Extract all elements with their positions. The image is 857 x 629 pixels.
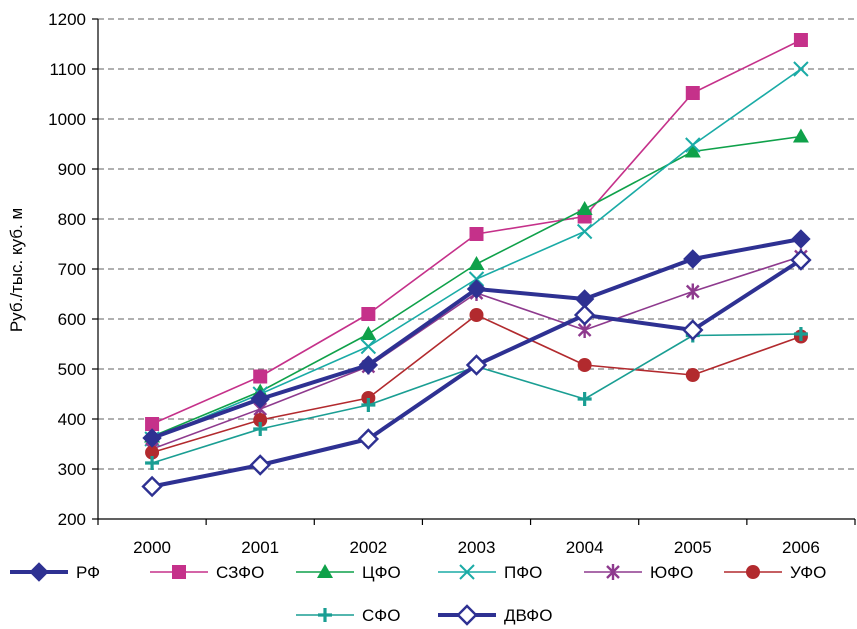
x-tick-label: 2005 [674, 538, 712, 557]
data-point [360, 338, 377, 355]
legend: РФ СЗФО ЦФО ПФО ЮФО УФО СФО ДВФО [10, 562, 826, 626]
data-point [145, 445, 160, 460]
y-tick-label: 700 [58, 260, 86, 279]
data-point [29, 562, 49, 582]
data-point [361, 398, 376, 412]
legend-item: ЮФО [584, 563, 693, 582]
data-point [793, 33, 808, 47]
data-point [357, 428, 380, 450]
data-point [573, 304, 596, 326]
data-point [683, 249, 703, 269]
data-point [606, 564, 620, 580]
y-tick-label: 500 [58, 360, 86, 379]
legend-label: ПФО [504, 563, 542, 582]
data-point [685, 137, 701, 153]
y-tick-labels: 200 300 400 500 600 700 800 900 1000 1100 1200 [48, 10, 86, 529]
data-point [791, 229, 811, 249]
data-point [685, 368, 700, 382]
data-point [468, 271, 485, 287]
data-point [792, 128, 809, 143]
data-point [360, 326, 377, 340]
x-tick-label: 2002 [349, 538, 387, 557]
x-tick-label: 2001 [241, 538, 279, 557]
legend-item: СФО [296, 606, 400, 625]
x-tick-label: 2000 [133, 538, 171, 557]
data-point [250, 389, 270, 409]
legend-item: ПФО [438, 563, 542, 582]
data-point [746, 565, 760, 579]
y-tick-label: 1100 [49, 60, 86, 79]
legend-label: СЗФО [216, 563, 264, 582]
data-point [468, 256, 485, 270]
legend-label: СФО [362, 606, 400, 625]
legend-label: ДВФО [504, 606, 552, 625]
legend-item: РФ [10, 562, 100, 582]
data-point [577, 392, 592, 406]
grid-lines [98, 18, 855, 470]
data-point [142, 428, 162, 448]
data-point [469, 308, 484, 322]
y-axis-label: Руб./тыс. куб. м [7, 208, 26, 332]
legend-label: РФ [76, 563, 100, 582]
data-point [456, 604, 478, 626]
legend-label: ЮФО [650, 563, 693, 582]
data-point [172, 565, 186, 579]
data-point [793, 327, 808, 341]
x-tick-label: 2003 [458, 538, 496, 557]
data-point [790, 249, 812, 271]
axes [92, 18, 856, 525]
data-point [249, 454, 271, 476]
x-tick-label: 2006 [782, 538, 820, 557]
y-tick-label: 200 [58, 510, 86, 529]
data-point [793, 61, 809, 77]
data-point [253, 422, 268, 436]
series-1 [142, 229, 811, 448]
data-point [684, 143, 701, 158]
data-point [469, 227, 484, 241]
x-tick-labels: 2000 2001 2002 2003 2004 2005 2006 [133, 538, 820, 557]
data-point [253, 369, 268, 384]
y-tick-label: 800 [58, 210, 86, 229]
y-tick-label: 300 [58, 460, 86, 479]
data-point [317, 564, 333, 578]
legend-item: ЦФО [296, 563, 401, 582]
legend-item: УФО [724, 563, 826, 582]
legend-label: ЦФО [362, 563, 401, 582]
data-point [361, 307, 376, 321]
y-tick-label: 1200 [48, 10, 86, 29]
data-point [145, 456, 160, 470]
y-tick-label: 600 [58, 310, 86, 329]
x-tick-label: 2004 [566, 538, 604, 557]
series-lines [141, 33, 812, 498]
legend-item: СЗФО [150, 563, 264, 582]
data-point [145, 417, 160, 431]
data-point [685, 86, 700, 100]
data-point [576, 201, 593, 215]
data-point [682, 319, 704, 341]
data-point [318, 608, 332, 622]
data-point [358, 355, 379, 375]
data-point [685, 283, 700, 300]
y-tick-label: 1000 [48, 110, 86, 129]
y-tick-label: 400 [58, 410, 86, 429]
data-point [576, 223, 593, 240]
series-8 [141, 249, 812, 498]
series-line [151, 68, 802, 440]
data-point [466, 279, 487, 299]
data-point [459, 564, 475, 580]
data-point [577, 358, 592, 372]
data-point [465, 354, 488, 376]
data-point [141, 475, 163, 498]
legend-label: УФО [790, 563, 826, 582]
series-2 [145, 33, 808, 431]
y-tick-label: 900 [58, 160, 86, 179]
legend-item: ДВФО [438, 604, 552, 626]
data-point [253, 413, 268, 427]
